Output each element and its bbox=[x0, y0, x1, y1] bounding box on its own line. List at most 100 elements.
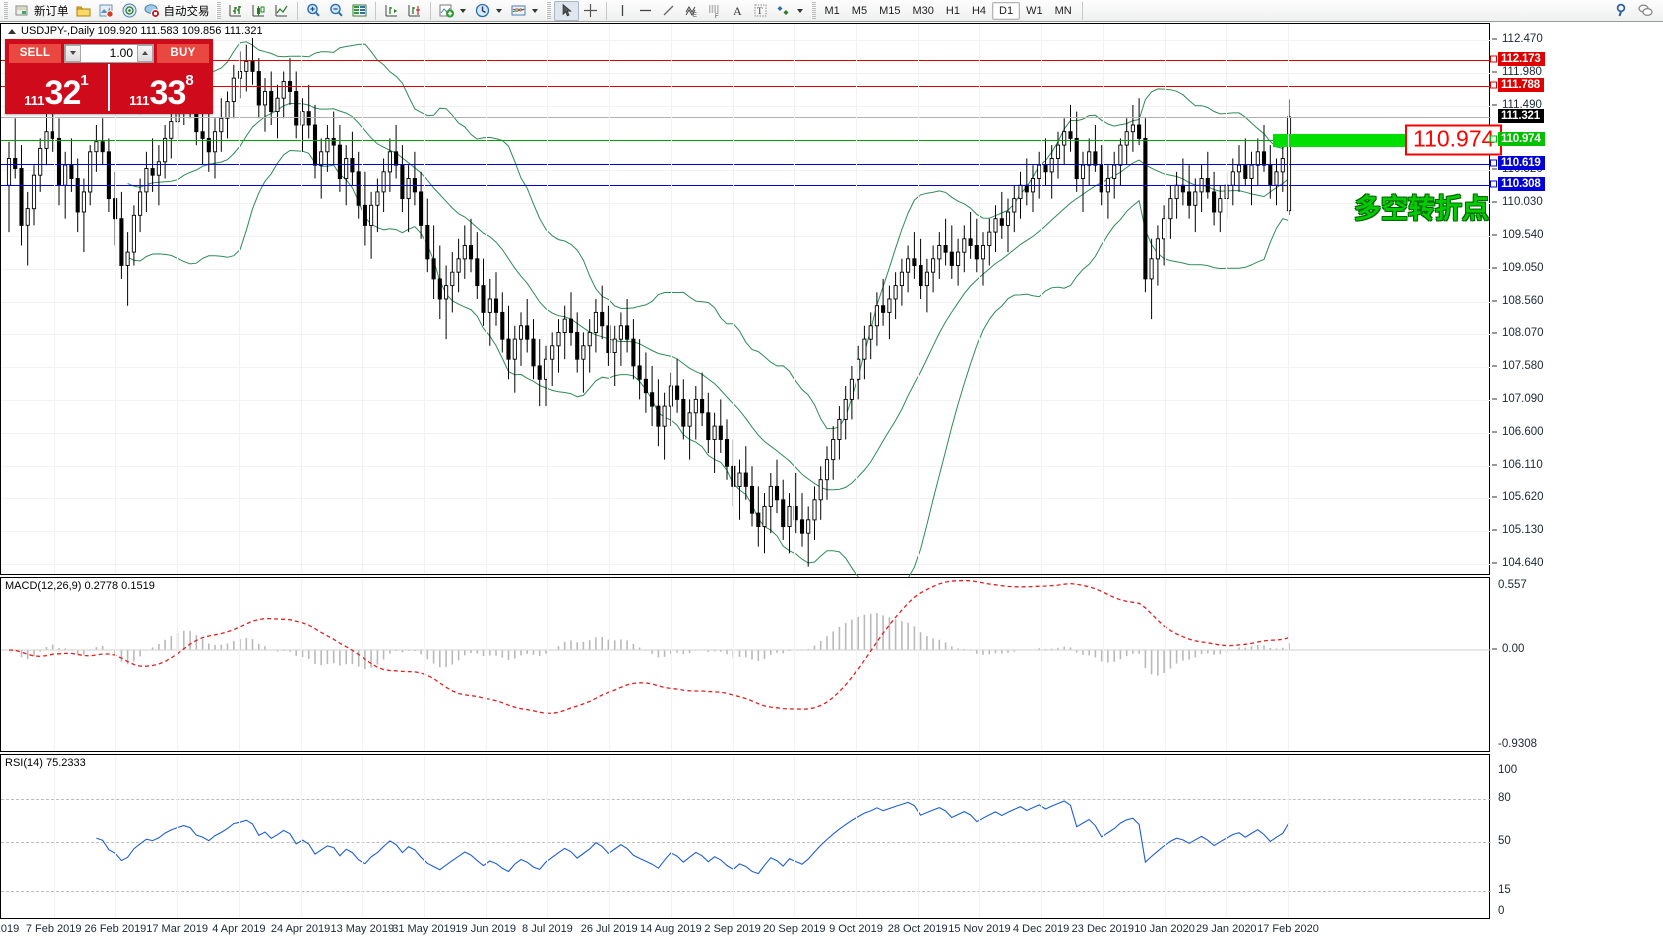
timeframe-h4[interactable]: H4 bbox=[971, 4, 986, 17]
price-level-callout[interactable]: 110.974 bbox=[1405, 124, 1503, 156]
vertical-gridline bbox=[609, 578, 611, 751]
level-drag-handle[interactable] bbox=[1490, 135, 1497, 143]
collapse-triangle-icon[interactable] bbox=[8, 28, 16, 34]
text-button[interactable]: A bbox=[726, 1, 749, 21]
level-drag-handle[interactable] bbox=[1490, 159, 1497, 167]
timeframe-mn[interactable]: MN bbox=[1054, 4, 1072, 17]
gridline bbox=[1, 564, 1491, 565]
chevron-down-icon-3[interactable] bbox=[531, 8, 538, 13]
new-order-button[interactable]: 新订单 bbox=[11, 1, 72, 21]
timeframe-m1[interactable]: M1 bbox=[824, 4, 840, 17]
price-panel[interactable]: USDJPY-,Daily 109.920 111.583 109.856 11… bbox=[0, 23, 1503, 599]
text-label-button[interactable]: T bbox=[749, 1, 772, 21]
search-button[interactable] bbox=[1611, 1, 1634, 21]
level-line-110308[interactable] bbox=[1, 184, 1491, 186]
level-line-112173[interactable] bbox=[1, 59, 1491, 61]
period-button[interactable] bbox=[471, 1, 507, 21]
level-drag-handle[interactable] bbox=[1490, 180, 1497, 188]
toolbar-grip-2[interactable] bbox=[215, 2, 221, 19]
toolbar-grip[interactable] bbox=[3, 2, 8, 19]
templates-button[interactable] bbox=[507, 1, 543, 21]
level-tag-110619[interactable]: 110.619 bbox=[1498, 155, 1545, 170]
autotrading-button[interactable]: 自动交易 bbox=[141, 1, 213, 21]
level-line-111788[interactable] bbox=[1, 85, 1491, 87]
vertical-gridline bbox=[177, 578, 179, 751]
vertical-gridline bbox=[1164, 755, 1166, 918]
timeframe-d1[interactable]: D1 bbox=[992, 1, 1021, 20]
rsi-level-15 bbox=[1, 890, 1491, 892]
toolbar-grip-4[interactable] bbox=[810, 2, 816, 19]
zoom-in-button[interactable] bbox=[302, 1, 325, 21]
zoom-out-button[interactable] bbox=[325, 1, 348, 21]
level-tag-110308[interactable]: 110.308 bbox=[1498, 176, 1545, 191]
level-drag-handle[interactable] bbox=[1490, 55, 1497, 63]
sell-button[interactable]: SELL bbox=[9, 43, 61, 63]
crosshair-icon bbox=[582, 2, 599, 19]
resistance-tag-111788[interactable]: 111.788 bbox=[1498, 77, 1544, 92]
chat-button[interactable] bbox=[1634, 1, 1657, 21]
buy-quote[interactable]: 111 33 8 bbox=[108, 64, 213, 111]
equidistant-channel-button[interactable]: E bbox=[680, 1, 703, 21]
last-price-tag[interactable]: 111.321 bbox=[1498, 108, 1544, 123]
vertical-gridline bbox=[53, 578, 55, 751]
price-scale-label: 105.130 bbox=[1502, 524, 1544, 537]
cursor-button[interactable] bbox=[553, 0, 579, 21]
resistance-tag-112173[interactable]: 112.173 bbox=[1498, 51, 1545, 66]
rsi-level-50 bbox=[1, 841, 1491, 843]
candlestick-chart-button[interactable] bbox=[247, 1, 270, 21]
line-chart-button[interactable] bbox=[270, 1, 293, 21]
profiles-button[interactable] bbox=[95, 1, 118, 21]
market-watch-icon bbox=[121, 2, 138, 19]
level-line-110974[interactable] bbox=[1, 140, 1491, 142]
auto-scroll-button[interactable] bbox=[380, 1, 403, 21]
volume-input[interactable]: 1.00 bbox=[109, 46, 133, 60]
objects-button[interactable] bbox=[772, 1, 808, 21]
volume-increment-button[interactable] bbox=[137, 44, 153, 62]
level-line-111321[interactable] bbox=[1, 116, 1491, 118]
timeframe-h1[interactable]: H1 bbox=[945, 4, 960, 17]
chevron-down-icon-4[interactable] bbox=[796, 8, 803, 13]
chart-area[interactable]: USDJPY-,Daily 109.920 111.583 109.856 11… bbox=[0, 23, 1663, 942]
vertical-line-button[interactable] bbox=[611, 1, 634, 21]
volume-stepper[interactable]: 1.00 bbox=[64, 43, 154, 63]
rsi-scale-label: 50 bbox=[1498, 834, 1511, 847]
timeframe-w1[interactable]: W1 bbox=[1026, 4, 1043, 17]
support-tag-110974[interactable]: 110.974 bbox=[1498, 132, 1545, 147]
timeframe-m30[interactable]: M30 bbox=[912, 4, 934, 17]
add-indicator-button[interactable] bbox=[435, 1, 471, 21]
macd-panel[interactable]: MACD(12,26,9) 0.2778 0.1519 bbox=[0, 577, 1491, 752]
chart-shift-button[interactable] bbox=[403, 1, 426, 21]
chinese-annotation-label[interactable]: 多空转折点 bbox=[1354, 193, 1489, 224]
crosshair-button[interactable] bbox=[579, 1, 602, 21]
trendline-button[interactable] bbox=[657, 1, 680, 21]
vertical-gridline bbox=[732, 24, 734, 574]
gridline bbox=[1, 268, 1491, 270]
horizontal-line-button[interactable] bbox=[634, 1, 657, 21]
data-window-button[interactable] bbox=[348, 1, 371, 21]
rsi-scale[interactable]: 100 80 50 15 0 bbox=[1490, 754, 1663, 919]
scale-tick bbox=[1492, 168, 1497, 170]
level-drag-handle[interactable] bbox=[1490, 81, 1497, 89]
one-click-trading-panel[interactable]: SELL 1.00 BUY 111 32 1 111 33 8 bbox=[5, 39, 213, 114]
rsi-panel[interactable]: RSI(14) 75.2333 bbox=[0, 754, 1491, 919]
market-watch-button[interactable] bbox=[118, 1, 141, 21]
timeframe-m5[interactable]: M5 bbox=[851, 4, 868, 17]
gridline bbox=[1, 334, 1491, 336]
timeframe-m15[interactable]: M15 bbox=[879, 4, 901, 17]
macd-scale[interactable]: 0.557 0.00 -0.9308 bbox=[1490, 577, 1663, 752]
sell-quote[interactable]: 111 32 1 bbox=[5, 64, 108, 111]
price-scale[interactable]: 112.470111.980111.490110.520110.030109.5… bbox=[1490, 23, 1663, 575]
fibonacci-button[interactable]: F bbox=[703, 1, 726, 21]
period-icon bbox=[474, 2, 491, 19]
vertical-gridline bbox=[917, 755, 919, 918]
horizontal-line-icon bbox=[637, 2, 654, 19]
volume-decrement-button[interactable] bbox=[65, 44, 81, 62]
chevron-down-icon-2[interactable] bbox=[495, 8, 502, 13]
bar-chart-button[interactable] bbox=[224, 1, 247, 21]
buy-button[interactable]: BUY bbox=[157, 43, 209, 63]
chevron-down-icon[interactable] bbox=[459, 8, 466, 13]
toolbar-grip-3[interactable] bbox=[545, 2, 551, 19]
folder-button[interactable] bbox=[72, 1, 95, 21]
level-line-110619[interactable] bbox=[1, 163, 1491, 165]
